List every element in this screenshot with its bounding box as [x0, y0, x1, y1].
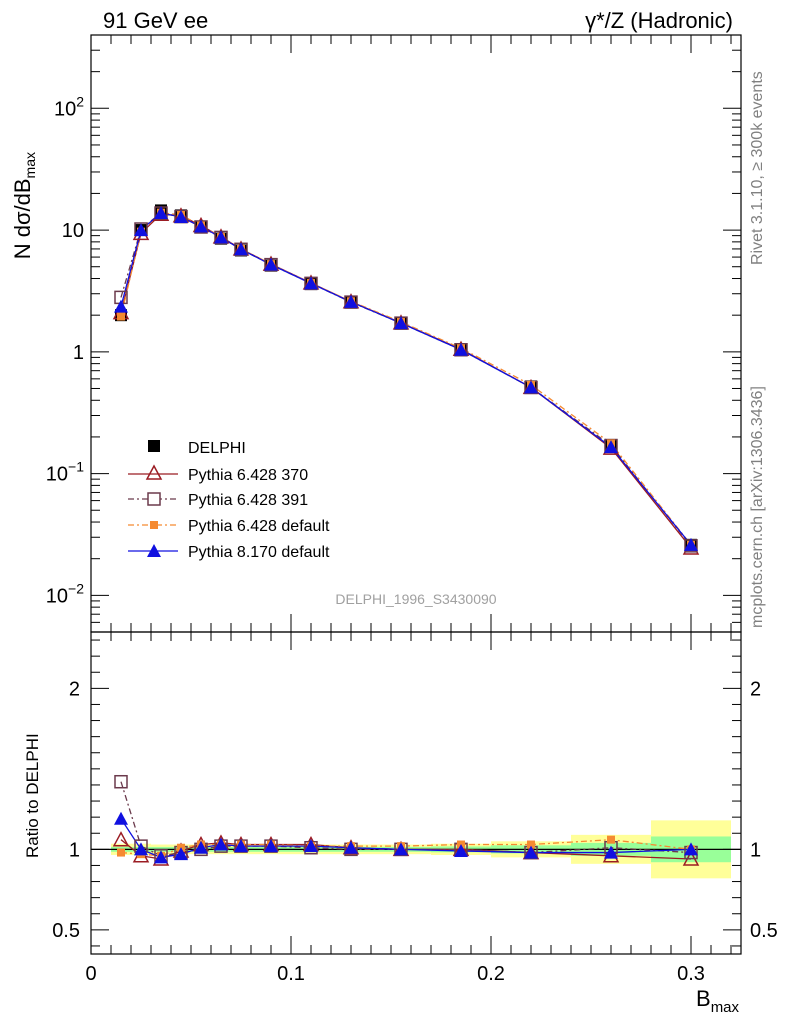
tick-label: 0.5	[52, 920, 80, 942]
ratio-point-pythia-8-170-default	[134, 842, 148, 856]
tick-label: 102	[54, 93, 84, 120]
ratio-point-pythia-8-170-default	[304, 839, 318, 853]
main-series	[112, 204, 700, 555]
point-pythia-8-170-default	[174, 210, 188, 224]
ratio-series	[112, 774, 700, 866]
point-pythia-8-170-default	[304, 276, 318, 290]
ratio-point-pythia-8-170-default	[234, 839, 248, 853]
ratio-point-pythia-6-428-370	[112, 831, 130, 847]
tick-label: 1	[73, 342, 84, 364]
legend-label-p370: Pythia 6.428 370	[188, 467, 308, 484]
tick-label: 2	[750, 678, 761, 700]
point-pythia-8-170-default	[604, 440, 618, 454]
tick-label: 2	[69, 678, 80, 700]
point-pythia-8-170-default	[454, 342, 468, 356]
tick-label: 0.5	[750, 920, 778, 942]
ratio-point-pythia-8-170-default	[454, 843, 468, 857]
ratio-point-pythia-8-170-default	[264, 839, 278, 853]
tick-label: 0.3	[677, 963, 705, 985]
legend-marker-pdefault	[150, 521, 158, 529]
ratio-point-pythia-6-428-391	[114, 774, 128, 789]
main-frame	[90, 34, 742, 633]
legend-marker-p8	[147, 544, 161, 557]
tick-label: 1	[750, 839, 761, 861]
ratio-point-pythia-8-170-default	[344, 840, 358, 854]
tick-label: 0.1	[277, 963, 305, 985]
ratio-point-pythia-8-170-default	[174, 847, 188, 861]
ratio-point-pythia-6-428-default	[607, 835, 615, 844]
ratio-frame	[90, 631, 742, 955]
point-pythia-8-170-default	[134, 223, 148, 237]
ratio-point-pythia-6-428-default	[117, 848, 125, 857]
legend-label-p391: Pythia 6.428 391	[188, 492, 308, 509]
ratio-y-label: Ratio to DELPHI	[23, 733, 42, 858]
point-pythia-8-170-default	[344, 294, 358, 308]
tick-label: 0.2	[477, 963, 505, 985]
tick-label: 0	[85, 963, 96, 985]
legend-label-p8: Pythia 8.170 default	[188, 544, 330, 561]
ratio-point-pythia-6-428-default	[527, 840, 535, 849]
ratio-point-pythia-8-170-default	[154, 850, 168, 864]
point-pythia-8-170-default	[524, 380, 538, 394]
legend-marker-p370	[145, 464, 163, 480]
mcplots-label: mcplots.cern.ch [arXiv:1306.3436]	[749, 386, 766, 628]
tick-label: 1	[69, 839, 80, 861]
axis-ticks	[90, 34, 741, 954]
tick-label: 10−2	[46, 580, 84, 607]
analysis-label: DELPHI_1996_S3430090	[335, 591, 496, 607]
tick-labels: 0 0.1 0.2 0.3 10−2 10−1 1 10 102 0.5 0.5 1 1 2 2	[46, 93, 778, 985]
point-pythia-8-170-default	[394, 316, 408, 330]
ratio-point-pythia-8-170-default	[684, 842, 698, 856]
ratio-point-pythia-8-170-default	[604, 845, 618, 859]
legend-label-delphi: DELPHI	[188, 440, 246, 457]
point-pythia-8-170-default	[114, 299, 128, 313]
point-pythia-8-170-default	[234, 242, 248, 256]
ratio-point-pythia-8-170-default	[114, 811, 128, 825]
point-pythia-8-170-default	[194, 219, 208, 233]
ratio-point-pythia-8-170-default	[194, 840, 208, 854]
rivet-label: Rivet 3.1.10, ≥ 300k events	[749, 71, 766, 265]
point-pythia-8-170-default	[154, 206, 168, 220]
header-right: γ*/Z (Hadronic)	[585, 8, 733, 33]
point-pythia-8-170-default	[684, 537, 698, 551]
tick-label: 10	[62, 220, 84, 242]
point-pythia-6-428-default	[117, 312, 125, 321]
tick-label: 10−1	[46, 459, 84, 486]
ratio-point-pythia-8-170-default	[394, 842, 408, 856]
point-pythia-8-170-default	[214, 230, 228, 244]
legend-label-pdefault: Pythia 6.428 default	[188, 518, 330, 535]
legend-marker-p391	[147, 492, 161, 506]
legend: DELPHI Pythia 6.428 370 Pythia 6.428 391…	[128, 440, 330, 561]
legend-marker-delphi	[148, 440, 160, 452]
x-axis-label: Bmax	[696, 986, 740, 1016]
header-left: 91 GeV ee	[103, 8, 208, 33]
point-pythia-8-170-default	[264, 257, 278, 271]
ratio-point-pythia-8-170-default	[524, 845, 538, 859]
main-y-label: N dσ/dBmax	[10, 152, 38, 259]
ratio-point-pythia-8-170-default	[214, 837, 228, 851]
